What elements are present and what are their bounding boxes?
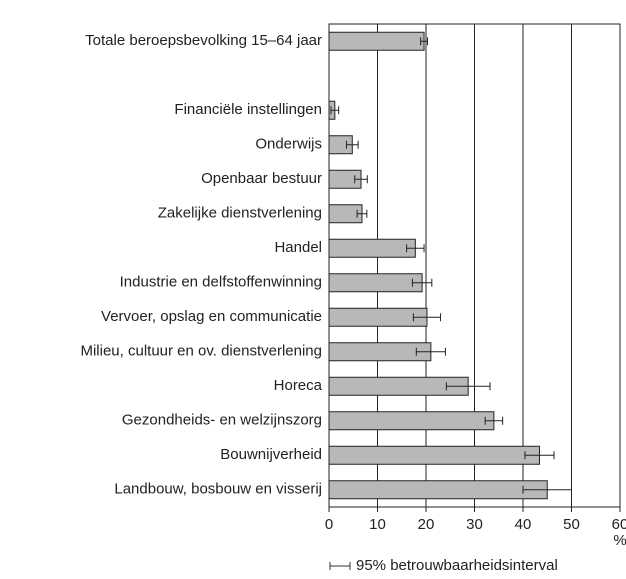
- y-tick-label: Zakelijke dienstverlening: [158, 205, 322, 222]
- bar: [328, 480, 548, 500]
- y-tick-label: Vervoer, opslag en communicatie: [101, 308, 322, 325]
- y-tick-label: Onderwijs: [255, 136, 322, 153]
- bar: [328, 411, 495, 431]
- x-tick-label: 30: [466, 516, 483, 533]
- x-tick-label: 60: [612, 516, 626, 533]
- x-tick-label: 50: [563, 516, 580, 533]
- y-tick-label: Horeca: [274, 377, 323, 394]
- y-tick-label: Openbaar bestuur: [201, 170, 322, 187]
- y-tick-label: Landbouw, bosbouw en visserij: [114, 481, 322, 498]
- bar: [328, 342, 432, 362]
- x-tick-label: 40: [515, 516, 532, 533]
- legend-label: 95% betrouwbaarheidsinterval: [356, 557, 558, 574]
- bar: [328, 238, 416, 258]
- bar: [328, 31, 425, 51]
- x-tick-label: 0: [325, 516, 333, 533]
- bar: [328, 273, 423, 293]
- y-tick-label: Industrie en delfstoffenwinning: [120, 274, 322, 291]
- bar: [328, 307, 428, 327]
- y-tick-label: Bouwnijverheid: [220, 446, 322, 463]
- x-tick-label: 10: [369, 516, 386, 533]
- y-tick-label: Gezondheids- en welzijnszorg: [122, 412, 322, 429]
- x-tick-label: 20: [418, 516, 435, 533]
- y-tick-label: Financiële instellingen: [174, 101, 322, 118]
- y-tick-label: Handel: [274, 239, 322, 256]
- y-tick-label: Totale beroepsbevolking 15–64 jaar: [85, 32, 322, 49]
- bar: [328, 445, 540, 465]
- y-tick-label: Milieu, cultuur en ov. dienstverlening: [80, 343, 322, 360]
- x-unit-label: %: [613, 532, 626, 549]
